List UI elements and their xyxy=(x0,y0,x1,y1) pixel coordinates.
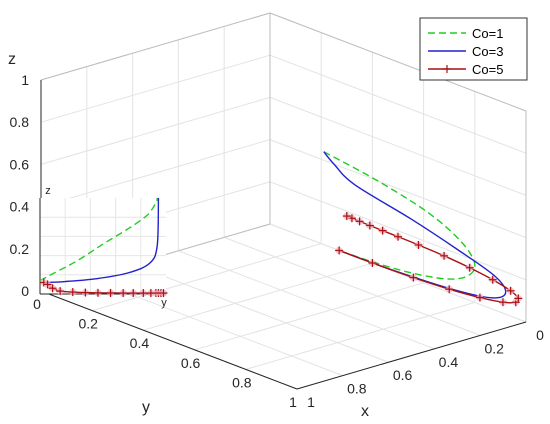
z-tick-label: 0 xyxy=(21,283,29,299)
grid-line xyxy=(92,243,322,312)
x-tick-label: 0.6 xyxy=(181,355,201,371)
grid-line xyxy=(269,96,527,196)
inset-series-point xyxy=(119,289,128,298)
series-point xyxy=(506,286,515,295)
box-edge xyxy=(40,12,271,81)
grid-line xyxy=(269,223,527,323)
y-tick-label: 0.2 xyxy=(484,340,504,356)
series-point xyxy=(368,258,377,267)
inset-series-line xyxy=(46,197,160,284)
series-layer xyxy=(323,151,523,307)
grid-line xyxy=(40,54,271,123)
box-edge xyxy=(269,12,527,112)
z-tick-label: 0.6 xyxy=(10,156,30,172)
inset-plot: zy xyxy=(39,185,168,309)
inset-series-point xyxy=(106,288,115,297)
inset-z-label: z xyxy=(45,185,51,197)
x-axis-label: x xyxy=(361,403,369,420)
series-point xyxy=(342,212,351,221)
grid-line xyxy=(269,181,527,281)
inset-series-point xyxy=(68,288,77,297)
series-point xyxy=(498,298,507,307)
inset-series-point xyxy=(129,289,138,298)
inset-series-point xyxy=(56,287,65,296)
series-point xyxy=(488,275,497,284)
series-point xyxy=(514,294,523,303)
grid-line xyxy=(194,282,424,351)
y-tick-label: 0.6 xyxy=(393,367,413,383)
tick-labels: 0 0.2 0.4 0.6 0.8 1 0 0.2 0.4 0.6 0.8 1 0 0.2 0.4 0.6 0.… xyxy=(10,72,545,410)
legend-entry[interactable]: Co=5 xyxy=(428,62,503,77)
y-axis-line xyxy=(296,321,527,390)
inset-series-point xyxy=(139,289,148,298)
grid-line xyxy=(245,301,475,370)
inset-series-point xyxy=(81,288,90,297)
legend[interactable]: Co=1 Co=3 Co=5 xyxy=(419,17,528,81)
x-tick-label: 0.2 xyxy=(78,316,98,332)
y-tick-label: 0.8 xyxy=(347,381,367,397)
series-point xyxy=(414,240,423,249)
inset-series-point xyxy=(43,280,52,289)
inset-series-point xyxy=(48,284,57,293)
y-tick-label: 0.4 xyxy=(439,354,459,370)
series-point xyxy=(475,293,484,302)
axis-frame xyxy=(40,12,527,390)
z-tick-label: 0.2 xyxy=(10,241,30,257)
inset-series-point xyxy=(93,288,102,297)
series-point xyxy=(409,273,418,282)
grid-line xyxy=(143,262,373,331)
x-tick-label: 0.8 xyxy=(232,374,252,390)
series-point xyxy=(355,217,364,226)
grid-line xyxy=(40,96,271,165)
series-point xyxy=(445,285,454,294)
y-tick-label: 0 xyxy=(536,327,544,343)
grid-line xyxy=(269,54,527,154)
axis-labels: x y z xyxy=(8,51,369,420)
series-point xyxy=(440,251,449,260)
legend-label: Co=5 xyxy=(472,62,503,77)
legend-entry[interactable]: Co=3 xyxy=(428,44,503,59)
legend-label: Co=1 xyxy=(472,26,503,41)
x-tick-label: 0 xyxy=(33,296,41,312)
inset-background xyxy=(40,198,166,294)
inset-y-label: y xyxy=(161,297,167,309)
series-point xyxy=(378,226,387,235)
series-point xyxy=(335,246,344,255)
z-axis-label: z xyxy=(8,51,16,68)
grid-lines xyxy=(40,12,527,390)
x-tick-label: 0.4 xyxy=(130,335,150,351)
grid-line xyxy=(178,250,435,350)
y-tick-label: 1 xyxy=(307,394,315,410)
series-point xyxy=(465,263,474,272)
series-point xyxy=(394,232,402,241)
grid-line xyxy=(224,236,481,336)
z-tick-label: 0.4 xyxy=(10,199,30,215)
x-tick-label: 1 xyxy=(289,394,297,410)
z-tick-label: 0.8 xyxy=(10,114,30,130)
inset-series-point xyxy=(159,289,168,298)
legend-label: Co=3 xyxy=(472,44,503,59)
grid-line xyxy=(40,139,271,208)
x-axis-line xyxy=(40,290,298,390)
legend-entry[interactable]: Co=1 xyxy=(428,26,503,41)
grid-line xyxy=(269,139,527,239)
y-axis-label: y xyxy=(142,399,150,416)
series-point xyxy=(365,221,374,230)
z-tick-label: 1 xyxy=(21,72,29,88)
grid-line xyxy=(132,263,389,363)
series-line-1 xyxy=(323,151,476,280)
inset-series-line xyxy=(39,197,158,282)
